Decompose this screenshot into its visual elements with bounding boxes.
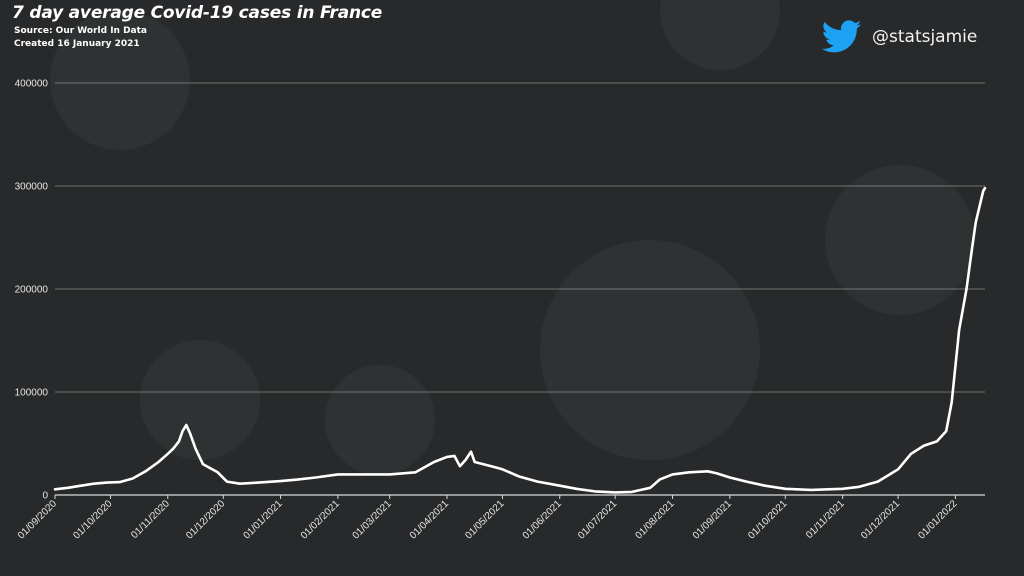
- x-tick-label: 01/03/2021: [351, 498, 394, 541]
- x-tick-label: 01/08/2021: [633, 498, 676, 541]
- x-tick-label: 01/10/2021: [746, 498, 789, 541]
- x-tick-label: 01/12/2020: [184, 498, 227, 541]
- x-tick-label: 01/02/2021: [299, 498, 342, 541]
- x-tick-label: 01/12/2021: [859, 498, 902, 541]
- y-tick-label: 400000: [15, 79, 49, 90]
- x-tick-label: 01/01/2022: [916, 498, 959, 541]
- series-line: [53, 186, 987, 494]
- x-tick-label: 01/10/2020: [71, 498, 114, 541]
- x-tick-label: 01/11/2020: [129, 498, 172, 541]
- source-note: Source: Our World In Data: [14, 26, 148, 36]
- gridlines: [55, 82, 985, 496]
- created-note: Created 16 January 2021: [14, 39, 140, 49]
- y-axis: 0 100000 200000 300000 400000: [15, 79, 49, 502]
- y-tick-label: 300000: [15, 182, 49, 193]
- x-tick-label: 01/07/2021: [576, 498, 619, 541]
- y-tick-label: 200000: [15, 285, 49, 296]
- x-tick-label: 01/09/2020: [16, 498, 59, 541]
- x-tick-label: 01/04/2021: [408, 498, 451, 541]
- x-tick-label: 01/01/2021: [242, 498, 285, 541]
- twitter-bird-icon: [822, 20, 862, 53]
- y-tick-label: 0: [42, 491, 48, 502]
- chart-title: 7 day average Covid-19 cases in France: [12, 3, 383, 23]
- x-tick-label: 01/05/2021: [463, 498, 506, 541]
- x-axis: 01/09/2020 01/10/2020 01/11/2020 01/12/2020…: [16, 495, 960, 542]
- x-tick-label: 01/09/2021: [691, 498, 734, 541]
- x-tick-label: 01/11/2021: [804, 498, 847, 541]
- twitter-brand[interactable]: @statsjamie: [822, 20, 977, 54]
- x-tick-label: 01/06/2021: [521, 498, 564, 541]
- y-tick-label: 100000: [15, 388, 49, 399]
- twitter-handle: @statsjamie: [872, 27, 978, 47]
